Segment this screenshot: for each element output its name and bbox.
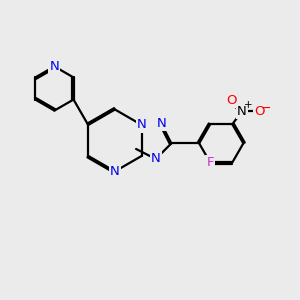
- Text: F: F: [206, 156, 214, 169]
- Text: O: O: [254, 105, 264, 118]
- Text: O: O: [226, 94, 236, 107]
- Text: N: N: [237, 105, 247, 118]
- Text: −: −: [260, 102, 271, 115]
- Text: +: +: [244, 100, 253, 110]
- Text: N: N: [157, 117, 166, 130]
- Text: N: N: [50, 60, 59, 73]
- Text: N: N: [151, 152, 160, 166]
- Text: N: N: [110, 165, 120, 178]
- Text: N: N: [137, 118, 147, 131]
